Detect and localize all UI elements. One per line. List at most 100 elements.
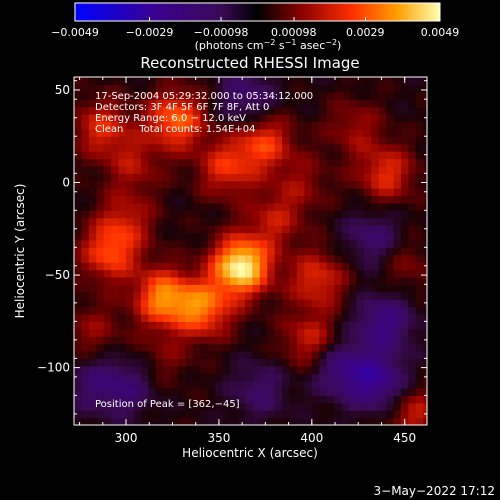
heatmap-cell <box>348 151 357 160</box>
heatmap-cell <box>326 158 335 167</box>
heatmap-cell <box>296 210 305 219</box>
heatmap-cell <box>415 84 424 93</box>
heatmap-cell <box>74 77 83 86</box>
heatmap-cell <box>378 306 387 315</box>
heatmap-cell <box>393 106 402 115</box>
heatmap-cell <box>148 121 157 130</box>
heatmap-cell <box>326 173 335 182</box>
heatmap-cell <box>133 225 142 234</box>
heatmap-cell <box>178 365 187 374</box>
heatmap-cell <box>163 410 172 419</box>
heatmap-cell <box>341 106 350 115</box>
heatmap-cell <box>244 291 253 300</box>
heatmap-cell <box>289 247 298 256</box>
heatmap-cell <box>282 402 291 411</box>
heatmap-cell <box>334 306 343 315</box>
heatmap-cell <box>356 402 365 411</box>
heatmap-cell <box>341 291 350 300</box>
heatmap-cell <box>222 165 231 174</box>
heatmap-cell <box>88 336 97 345</box>
heatmap-cell <box>81 380 90 389</box>
heatmap-cell <box>222 343 231 352</box>
heatmap-cell <box>319 151 328 160</box>
heatmap-cell <box>192 321 201 330</box>
heatmap-cell <box>155 136 164 145</box>
heatmap-cell <box>311 165 320 174</box>
heatmap-cell <box>319 158 328 167</box>
heatmap-cell <box>348 410 357 419</box>
heatmap-cell <box>222 114 231 123</box>
heatmap-cell <box>267 313 276 322</box>
heatmap-cell <box>237 365 246 374</box>
heatmap-cell <box>200 128 209 137</box>
heatmap-cell <box>371 180 380 189</box>
heatmap-cell <box>311 121 320 130</box>
heatmap-cell <box>296 299 305 308</box>
heatmap-cell <box>207 291 216 300</box>
heatmap-cell <box>222 350 231 359</box>
heatmap-cell <box>207 336 216 345</box>
heatmap-cell <box>133 387 142 396</box>
heatmap-cell <box>140 180 149 189</box>
heatmap-cell <box>400 232 410 241</box>
heatmap-cell <box>400 188 410 197</box>
heatmap-cell <box>155 343 164 352</box>
heatmap-cell <box>408 158 417 167</box>
heatmap-cell <box>148 395 157 404</box>
heatmap-cell <box>215 336 224 345</box>
heatmap-cell <box>267 387 276 396</box>
heatmap-cell <box>304 151 313 160</box>
heatmap-cell <box>163 165 172 174</box>
heatmap-cell <box>148 84 157 93</box>
heatmap-cell <box>282 284 291 293</box>
heatmap-cell <box>74 217 83 226</box>
heatmap-cell <box>88 217 97 226</box>
heatmap-cell <box>341 114 350 123</box>
heatmap-cell <box>185 336 194 345</box>
heatmap-cell <box>363 299 372 308</box>
y-tick-label: −50 <box>45 268 70 282</box>
heatmap-cell <box>111 99 120 108</box>
heatmap-cell <box>289 402 298 411</box>
heatmap-cell <box>88 210 97 219</box>
heatmap-cell <box>400 202 410 211</box>
heatmap-cell <box>378 84 387 93</box>
heatmap-cell <box>326 402 335 411</box>
heatmap-cell <box>393 77 402 86</box>
heatmap-cell <box>319 99 328 108</box>
heatmap-cell <box>296 313 305 322</box>
heatmap-cell <box>200 284 209 293</box>
heatmap-cell <box>170 99 179 108</box>
heatmap-cell <box>296 410 305 419</box>
heatmap-cell <box>304 291 313 300</box>
heatmap-cell <box>371 395 380 404</box>
colorbar-tick-label: 0.0029 <box>346 26 385 39</box>
heatmap-cell <box>386 210 395 219</box>
heatmap-cell <box>200 106 209 115</box>
heatmap-cell <box>207 321 216 330</box>
heatmap-cell <box>423 173 427 182</box>
heatmap-cell <box>126 262 135 271</box>
heatmap-cell <box>200 232 209 241</box>
heatmap-cell <box>289 121 298 130</box>
heatmap-cell <box>282 380 291 389</box>
heatmap-cell <box>378 77 387 86</box>
heatmap-cell <box>103 313 112 322</box>
heatmap-cell <box>386 202 395 211</box>
heatmap-cell <box>386 180 395 189</box>
heatmap-cell <box>348 262 357 271</box>
heatmap-cell <box>230 306 239 315</box>
heatmap-cell <box>207 402 216 411</box>
annotation-time-range: 17-Sep-2004 05:29:32.000 to 05:34:12.000 <box>95 91 313 102</box>
heatmap-cell <box>371 202 380 211</box>
heatmap-cell <box>408 217 417 226</box>
heatmap-cell <box>244 402 253 411</box>
heatmap-cell <box>363 395 372 404</box>
heatmap-cell <box>274 395 283 404</box>
heatmap-cell <box>103 291 112 300</box>
heatmap-cell <box>155 239 164 248</box>
heatmap-cell <box>207 350 216 359</box>
heatmap-cell <box>118 395 127 404</box>
heatmap-cell <box>215 254 224 263</box>
heatmap-cell <box>244 151 253 160</box>
